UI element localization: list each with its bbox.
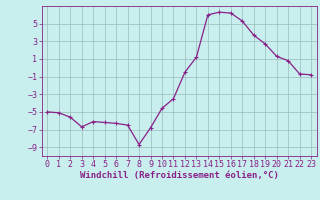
X-axis label: Windchill (Refroidissement éolien,°C): Windchill (Refroidissement éolien,°C) — [80, 171, 279, 180]
